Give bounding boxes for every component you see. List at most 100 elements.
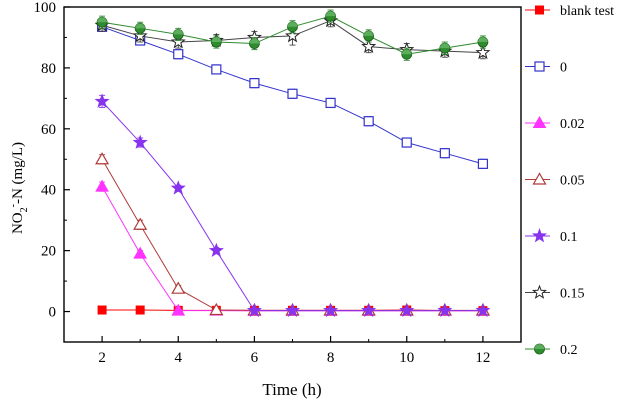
marker-highlight xyxy=(173,29,184,35)
data-point xyxy=(363,30,375,42)
legend-swatch-marker xyxy=(534,61,545,72)
marker-highlight xyxy=(363,30,374,36)
data-point xyxy=(246,302,262,318)
data-point xyxy=(171,303,186,316)
data-point xyxy=(477,158,489,169)
legend-swatch-marker xyxy=(532,115,547,128)
data-point xyxy=(211,64,222,75)
data-point xyxy=(94,93,110,108)
legend-swatch-marker xyxy=(531,228,548,243)
legend-label: 0.1 xyxy=(560,230,578,245)
data-point xyxy=(361,302,377,318)
marker-highlight xyxy=(211,37,222,43)
data-point xyxy=(97,305,107,315)
data-point xyxy=(475,44,491,60)
marker-highlight xyxy=(477,37,488,43)
plot-frame xyxy=(63,6,522,343)
marker-highlight xyxy=(534,344,545,349)
data-point xyxy=(170,180,186,195)
legend-item: 0.1 xyxy=(525,228,578,245)
data-point xyxy=(325,10,336,22)
y-tick-label: 20 xyxy=(41,244,56,260)
data-point xyxy=(437,302,453,318)
data-point xyxy=(401,137,412,148)
data-point xyxy=(323,302,339,318)
data-point xyxy=(284,302,301,318)
axis-ticks: 2 4 6 8 10 12 0 20 40 60 80 100 xyxy=(34,0,491,366)
data-point xyxy=(172,29,184,40)
legend-swatch-marker xyxy=(532,172,547,185)
data-point xyxy=(249,38,260,49)
data-point xyxy=(401,48,413,60)
y-label-main: NO xyxy=(10,212,26,234)
y-tick-label: 80 xyxy=(41,61,56,77)
data-point xyxy=(399,302,415,318)
marker-highlight xyxy=(401,49,412,55)
series-line xyxy=(101,186,483,312)
marker-highlight xyxy=(287,21,298,27)
data-point xyxy=(132,134,148,149)
y-label-rest: -N (mg/L) xyxy=(10,142,26,204)
legend-item: 0.05 xyxy=(525,172,585,189)
legend-label: blank test xyxy=(560,4,614,19)
data-point xyxy=(287,21,298,33)
legend-label: 0.2 xyxy=(560,343,578,358)
legend-item: 0.02 xyxy=(525,115,585,132)
data-point xyxy=(249,78,260,89)
x-tick-label: 2 xyxy=(98,350,106,366)
plot-border xyxy=(63,6,522,343)
data-point xyxy=(173,49,184,60)
data-point xyxy=(363,116,374,127)
legend-swatch-marker xyxy=(535,5,544,15)
x-tick-label: 4 xyxy=(175,350,183,366)
data-point xyxy=(95,152,110,165)
marker-highlight xyxy=(249,38,260,44)
data-point xyxy=(170,34,186,49)
marker-highlight xyxy=(135,23,146,29)
data-point xyxy=(475,302,491,318)
series-line xyxy=(101,159,483,311)
y-tick-label: 0 xyxy=(49,305,57,321)
series-0-2 xyxy=(96,9,489,61)
y-tick-label: 100 xyxy=(34,0,57,16)
legend-label: 0.15 xyxy=(560,287,585,302)
data-point xyxy=(171,281,186,294)
legend-label: 0.02 xyxy=(560,117,585,132)
data-point xyxy=(325,97,336,109)
data-point xyxy=(133,246,148,259)
data-point xyxy=(132,28,148,43)
data-point xyxy=(135,305,145,315)
marker-highlight xyxy=(439,43,450,49)
legend-item: blank test xyxy=(525,4,614,19)
y-tick-label: 40 xyxy=(41,183,56,199)
y-tick-label: 60 xyxy=(41,122,56,138)
data-point xyxy=(477,36,489,48)
series-layer xyxy=(94,9,491,318)
data-point xyxy=(439,42,451,54)
marker-highlight xyxy=(97,17,108,23)
legend: blank test 0 0.02 0.05 0.1 0.15 0.2 xyxy=(525,4,614,358)
data-point xyxy=(287,88,298,99)
series-0-1 xyxy=(94,93,491,318)
x-tick-label: 6 xyxy=(251,350,259,366)
series-0-02 xyxy=(95,179,490,316)
legend-label: 0 xyxy=(560,61,567,76)
data-point xyxy=(95,179,109,192)
x-axis-label: Time (h) xyxy=(262,380,321,399)
legend-item: 0.2 xyxy=(525,343,578,358)
marker-highlight xyxy=(325,11,336,17)
data-point xyxy=(96,16,108,28)
data-point xyxy=(210,36,222,48)
series-line xyxy=(101,101,483,312)
y-axis-label: NO2--N (mg/L) xyxy=(8,142,30,234)
y-label-sup: - xyxy=(8,204,19,207)
legend-item: 0 xyxy=(525,61,567,76)
legend-item: 0.15 xyxy=(525,284,585,302)
series-0-05 xyxy=(95,152,490,316)
legend-swatch-marker xyxy=(531,284,548,299)
legend-label: 0.05 xyxy=(560,174,585,189)
data-point xyxy=(209,302,224,316)
y-label-sub: 2 xyxy=(19,207,30,212)
data-point xyxy=(361,38,377,54)
